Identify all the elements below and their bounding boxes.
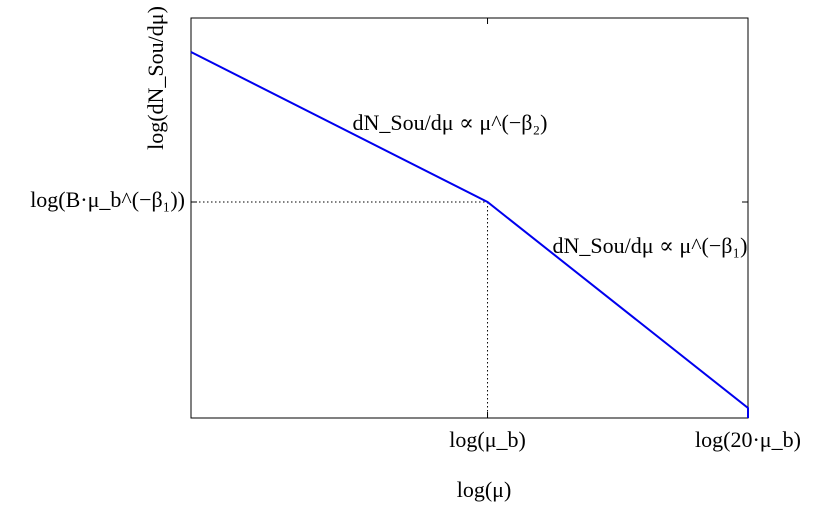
annotation: dN_Sou/dμ ∝ μ^(−β₂): [353, 110, 548, 135]
x-axis-label: log(μ): [457, 477, 512, 502]
y-tick-label: log(B·μ_b^(−β₁)): [30, 187, 185, 212]
y-axis-label: log(dN_Sou/dμ): [143, 6, 168, 150]
data-line: [190, 51, 749, 418]
x-tick-label: log(20·μ_b): [695, 427, 801, 452]
annotation: dN_Sou/dμ ∝ μ^(−β₁): [553, 233, 748, 258]
plot-frame: [190, 17, 749, 419]
x-tick-label: log(μ_b): [449, 427, 526, 452]
